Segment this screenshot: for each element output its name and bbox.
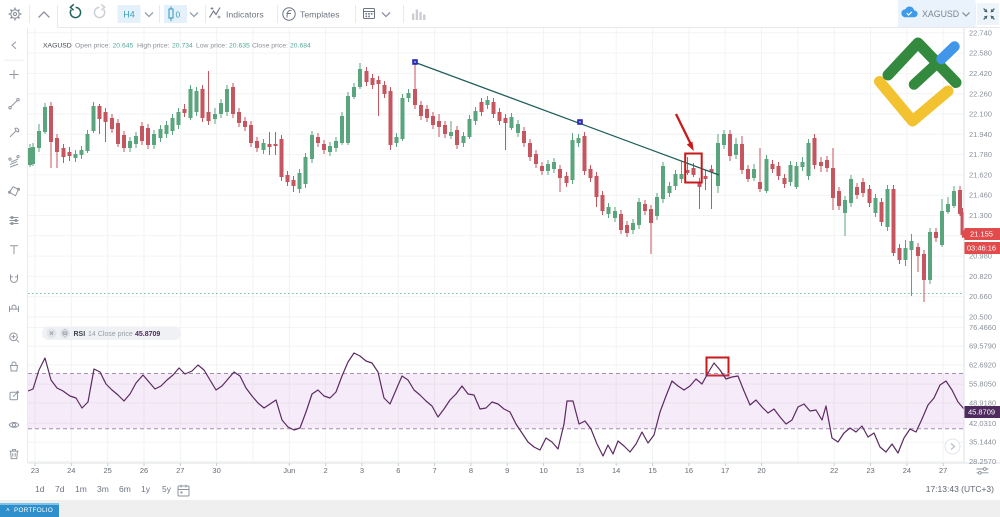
svg-text:XAGUSD: XAGUSD <box>43 43 72 50</box>
svg-text:27: 27 <box>939 466 947 475</box>
svg-text:0: 0 <box>176 10 181 20</box>
svg-text:20.500: 20.500 <box>969 313 992 322</box>
svg-text:Jun: Jun <box>283 466 295 475</box>
svg-text:24: 24 <box>67 466 75 475</box>
svg-text:27: 27 <box>176 466 184 475</box>
svg-text:20.820: 20.820 <box>969 272 992 281</box>
svg-text:Close price:: Close price: <box>252 43 288 50</box>
svg-text:30: 30 <box>212 466 220 475</box>
svg-text:20.684: 20.684 <box>290 43 311 50</box>
svg-text:17: 17 <box>721 466 729 475</box>
svg-text:20.635: 20.635 <box>229 43 250 50</box>
svg-text:Low price:: Low price: <box>196 43 227 50</box>
svg-text:13: 13 <box>576 466 584 475</box>
svg-text:26: 26 <box>140 466 148 475</box>
svg-text:20.980: 20.980 <box>969 252 992 261</box>
svg-text:22: 22 <box>830 466 838 475</box>
svg-text:XAGUSD: XAGUSD <box>922 9 959 19</box>
svg-text:21.460: 21.460 <box>969 191 992 200</box>
svg-text:7: 7 <box>433 466 437 475</box>
svg-text:03:46:16: 03:46:16 <box>967 244 996 253</box>
svg-text:20.734: 20.734 <box>172 43 193 50</box>
svg-text:28.2570: 28.2570 <box>969 457 996 466</box>
svg-text:22.100: 22.100 <box>969 110 992 119</box>
svg-text:2: 2 <box>324 466 328 475</box>
svg-text:21.940: 21.940 <box>969 130 992 139</box>
svg-text:45.8709: 45.8709 <box>968 408 995 417</box>
svg-text:23: 23 <box>31 466 39 475</box>
svg-text:10: 10 <box>539 466 547 475</box>
svg-text:23: 23 <box>866 466 874 475</box>
svg-text:20.645: 20.645 <box>113 43 134 50</box>
svg-text:Templates: Templates <box>300 10 340 20</box>
svg-text:9: 9 <box>505 466 509 475</box>
svg-text:15: 15 <box>648 466 656 475</box>
svg-text:35.1440: 35.1440 <box>969 438 996 447</box>
svg-text:20: 20 <box>757 466 765 475</box>
svg-text:RSI: RSI <box>74 331 86 338</box>
svg-text:22.260: 22.260 <box>969 89 992 98</box>
svg-text:76.4660: 76.4660 <box>969 323 996 332</box>
svg-text:24: 24 <box>903 466 911 475</box>
svg-text:14: 14 <box>612 466 620 475</box>
svg-text:42.0310: 42.0310 <box>969 419 996 428</box>
svg-text:Open price:: Open price: <box>75 43 110 50</box>
svg-text:55.8050: 55.8050 <box>969 380 996 389</box>
svg-text:High price:: High price: <box>137 43 170 50</box>
svg-text:25: 25 <box>104 466 112 475</box>
svg-text:16: 16 <box>685 466 693 475</box>
svg-text:48.9180: 48.9180 <box>969 398 996 407</box>
svg-text:22.580: 22.580 <box>969 49 992 58</box>
svg-text:21.780: 21.780 <box>969 150 992 159</box>
svg-text:22.740: 22.740 <box>969 29 992 38</box>
svg-text:69.5790: 69.5790 <box>969 342 996 351</box>
svg-text:14 Close price: 14 Close price <box>88 331 133 338</box>
svg-text:Indicators: Indicators <box>226 10 264 20</box>
svg-text:3: 3 <box>360 466 364 475</box>
svg-text:62.6920: 62.6920 <box>969 361 996 370</box>
svg-text:21.620: 21.620 <box>969 170 992 179</box>
svg-text:8: 8 <box>469 466 473 475</box>
svg-text:20.660: 20.660 <box>969 292 992 301</box>
svg-text:22.420: 22.420 <box>969 69 992 78</box>
svg-text:21.300: 21.300 <box>969 211 992 220</box>
svg-text:H4: H4 <box>123 10 135 20</box>
svg-text:6: 6 <box>396 466 400 475</box>
svg-text:45.8709: 45.8709 <box>135 331 160 338</box>
svg-text:21.155: 21.155 <box>970 230 993 239</box>
